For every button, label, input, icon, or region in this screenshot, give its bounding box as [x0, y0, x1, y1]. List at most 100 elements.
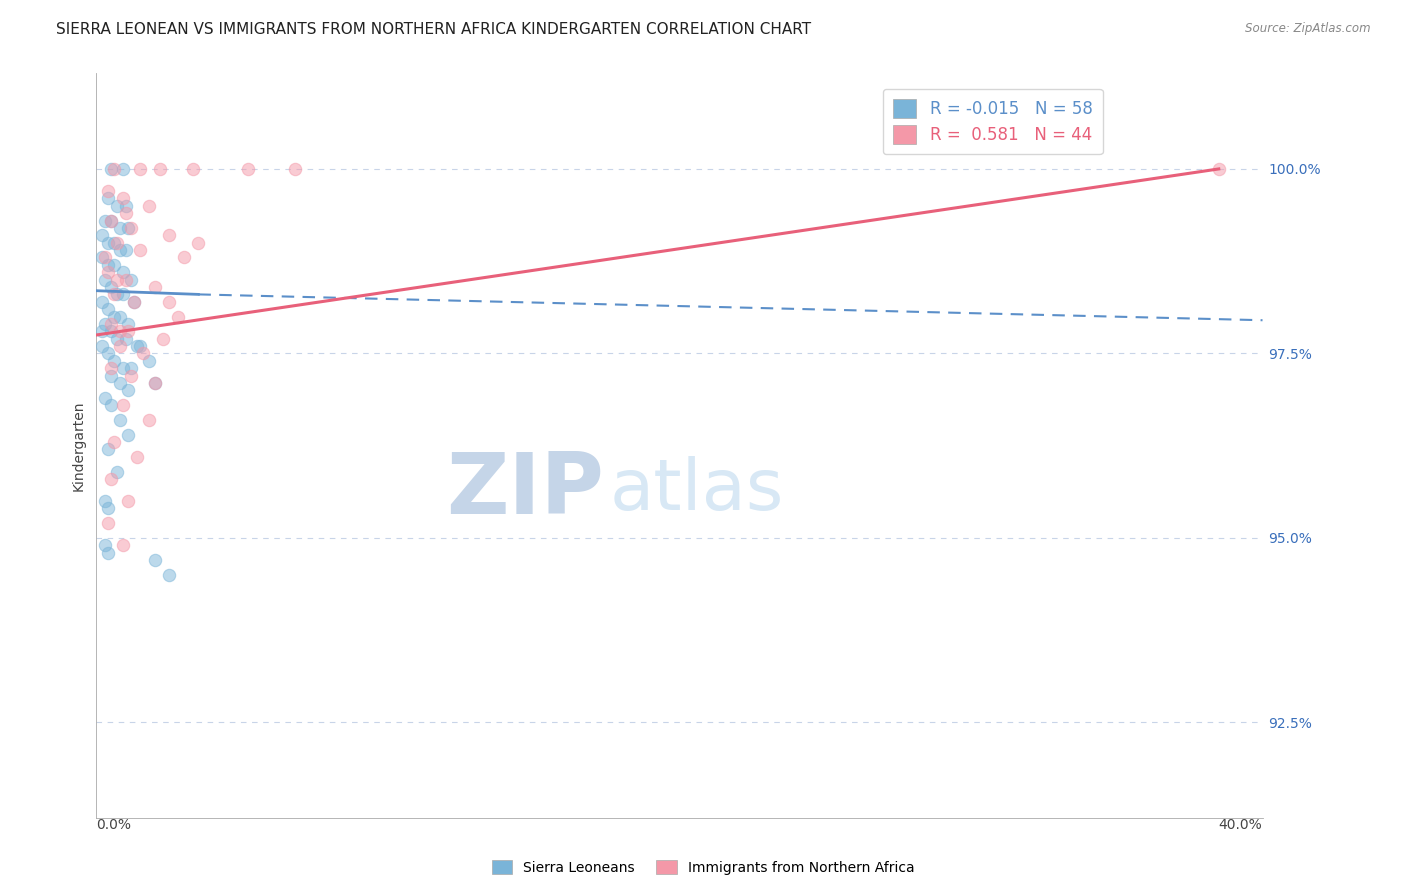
Point — [1208, 161, 1230, 176]
Point — [138, 354, 160, 368]
Point — [122, 294, 145, 309]
Text: 40.0%: 40.0% — [1219, 818, 1263, 832]
Point — [236, 161, 259, 176]
Point — [94, 391, 117, 405]
Point — [100, 161, 122, 176]
Point — [117, 221, 139, 235]
Point — [111, 538, 134, 552]
Point — [97, 258, 120, 272]
Point — [97, 501, 120, 516]
Point — [100, 324, 122, 338]
Point — [94, 251, 117, 265]
Text: 0.0%: 0.0% — [97, 818, 131, 832]
Point — [91, 324, 114, 338]
Point — [127, 339, 149, 353]
Point — [129, 339, 152, 353]
Point — [111, 265, 134, 279]
Point — [117, 384, 139, 398]
Point — [284, 161, 307, 176]
Point — [120, 368, 142, 383]
Point — [105, 272, 128, 286]
Legend: Sierra Leoneans, Immigrants from Northern Africa: Sierra Leoneans, Immigrants from Norther… — [486, 855, 920, 880]
Point — [114, 243, 136, 257]
Point — [97, 442, 120, 457]
Point — [103, 310, 125, 324]
Point — [94, 213, 117, 227]
Point — [100, 472, 122, 486]
Point — [108, 413, 131, 427]
Point — [97, 191, 120, 205]
Point — [105, 287, 128, 301]
Point — [149, 161, 172, 176]
Legend: R = -0.015   N = 58, R =  0.581   N = 44: R = -0.015 N = 58, R = 0.581 N = 44 — [883, 89, 1102, 154]
Point — [97, 546, 120, 560]
Point — [97, 235, 120, 250]
Point — [138, 413, 160, 427]
Point — [143, 376, 166, 390]
Text: Source: ZipAtlas.com: Source: ZipAtlas.com — [1246, 22, 1371, 36]
Point — [157, 567, 180, 582]
Point — [108, 243, 131, 257]
Point — [94, 494, 117, 508]
Point — [167, 310, 190, 324]
Point — [129, 243, 152, 257]
Point — [94, 538, 117, 552]
Text: ZIP: ZIP — [446, 449, 603, 532]
Point — [120, 221, 142, 235]
Point — [108, 310, 131, 324]
Point — [97, 346, 120, 360]
Point — [143, 280, 166, 294]
Point — [129, 161, 152, 176]
Point — [111, 398, 134, 412]
Point — [108, 339, 131, 353]
Point — [91, 251, 114, 265]
Point — [91, 228, 114, 243]
Point — [114, 206, 136, 220]
Point — [120, 361, 142, 376]
Point — [103, 435, 125, 450]
Point — [97, 184, 120, 198]
Point — [143, 376, 166, 390]
Point — [173, 251, 195, 265]
Point — [94, 317, 117, 331]
Point — [97, 516, 120, 531]
Point — [111, 191, 134, 205]
Point — [138, 199, 160, 213]
Point — [108, 221, 131, 235]
Point — [103, 354, 125, 368]
Point — [103, 258, 125, 272]
Point — [105, 235, 128, 250]
Point — [103, 287, 125, 301]
Point — [117, 324, 139, 338]
Point — [105, 332, 128, 346]
Point — [111, 287, 134, 301]
Point — [114, 332, 136, 346]
Point — [143, 553, 166, 567]
Point — [100, 317, 122, 331]
Point — [117, 494, 139, 508]
Point — [120, 272, 142, 286]
Point — [108, 376, 131, 390]
Point — [127, 450, 149, 464]
Point — [111, 361, 134, 376]
Point — [94, 272, 117, 286]
Point — [100, 213, 122, 227]
Text: atlas: atlas — [609, 456, 783, 524]
Point — [97, 265, 120, 279]
Point — [100, 361, 122, 376]
Point — [100, 398, 122, 412]
Point — [97, 302, 120, 317]
Point — [100, 368, 122, 383]
Point — [111, 161, 134, 176]
Point — [100, 280, 122, 294]
Point — [105, 199, 128, 213]
Y-axis label: Kindergarten: Kindergarten — [72, 401, 86, 491]
Point — [157, 294, 180, 309]
Point — [103, 161, 125, 176]
Point — [117, 427, 139, 442]
Point — [187, 235, 209, 250]
Point — [132, 346, 155, 360]
Point — [114, 199, 136, 213]
Point — [100, 213, 122, 227]
Point — [152, 332, 174, 346]
